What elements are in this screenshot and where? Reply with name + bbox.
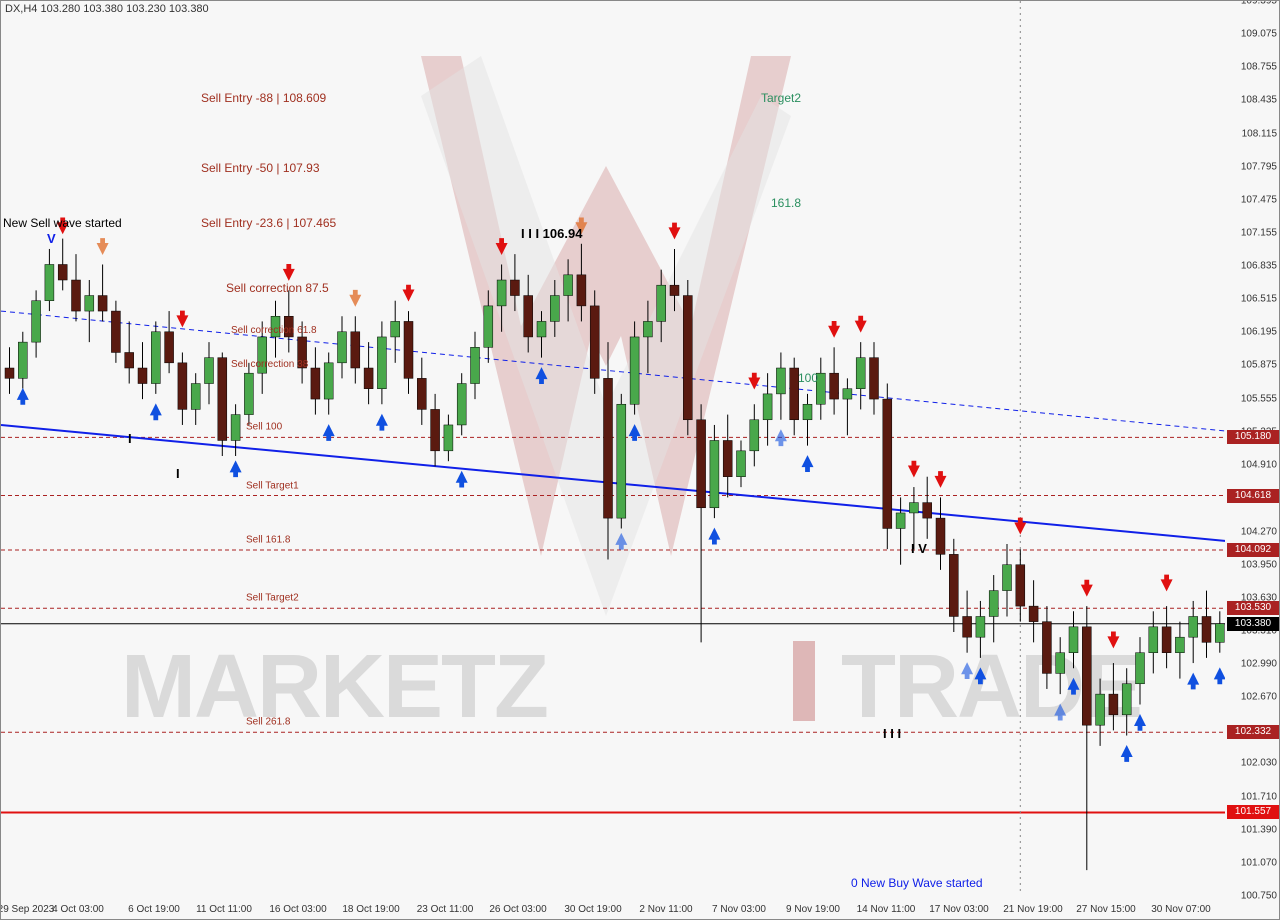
ytick: 101.710 [1241, 791, 1277, 802]
ytick: 101.390 [1241, 824, 1277, 835]
annotation-label: New Sell wave started [3, 216, 122, 230]
xtick: 27 Nov 15:00 [1076, 904, 1136, 915]
annotation-label: 100 [798, 371, 818, 385]
y-axis: 109.395 109.075 108.755 108.435 108.115 107.7… [1225, 1, 1279, 896]
ytick: 107.475 [1241, 194, 1277, 205]
price-box: 105.180 [1227, 430, 1279, 444]
xtick: 23 Oct 11:00 [417, 904, 474, 915]
ytick: 108.435 [1241, 95, 1277, 106]
xtick: 16 Oct 03:00 [269, 904, 326, 915]
price-box: 104.618 [1227, 489, 1279, 503]
ytick: 101.070 [1241, 857, 1277, 868]
annotation-label: V [47, 231, 56, 246]
ytick: 103.950 [1241, 559, 1277, 570]
chart-header: DX,H4 103.280 103.380 103.230 103.380 [5, 3, 209, 15]
price-box: 104.092 [1227, 543, 1279, 557]
level-label: Sell Target2 [246, 593, 299, 604]
ytick: 102.030 [1241, 758, 1277, 769]
xtick: 4 Oct 03:00 [52, 904, 104, 915]
price-box: 103.380 [1227, 617, 1279, 631]
annotation-label: Sell correction 61.8 [231, 325, 317, 336]
annotation-label: 161.8 [771, 196, 801, 210]
xtick: 17 Nov 03:00 [929, 904, 989, 915]
ytick: 109.395 [1241, 0, 1277, 7]
ytick: 106.835 [1241, 261, 1277, 272]
xtick: 26 Oct 03:00 [489, 904, 546, 915]
xtick: 18 Oct 19:00 [342, 904, 399, 915]
ytick: 102.990 [1241, 659, 1277, 670]
xtick: 14 Nov 11:00 [857, 904, 916, 915]
xtick: 6 Oct 19:00 [128, 904, 180, 915]
ytick: 105.875 [1241, 360, 1277, 371]
ytick: 107.155 [1241, 227, 1277, 238]
x-axis: 29 Sep 20234 Oct 03:00 6 Oct 19:00 11 Oct … [1, 895, 1226, 919]
annotation-label: I I I [883, 726, 901, 741]
annotation-label: Sell Entry -23.6 | 107.465 [201, 216, 336, 230]
ytick: 104.270 [1241, 526, 1277, 537]
annotation-label: I [176, 466, 180, 481]
plot-area[interactable]: MARKETZ TRADE DX,H4 103.280 103.380 103.… [1, 1, 1226, 896]
price-box: 102.332 [1227, 725, 1279, 739]
annotation-label: Sell correction 38 [231, 359, 308, 370]
ytick: 100.750 [1241, 891, 1277, 902]
ytick: 102.670 [1241, 692, 1277, 703]
level-label: Sell Target1 [246, 480, 299, 491]
annotation-label: I [128, 431, 132, 446]
ytick: 106.195 [1241, 327, 1277, 338]
xtick: 29 Sep 2023 [0, 904, 54, 915]
level-label: Sell 161.8 [246, 535, 290, 546]
xtick: 11 Oct 11:00 [196, 904, 252, 915]
annotation-label: Sell correction 87.5 [226, 281, 329, 295]
ytick: 106.515 [1241, 294, 1277, 305]
annotation-label: Sell Entry -50 | 107.93 [201, 161, 320, 175]
xtick: 9 Nov 19:00 [786, 904, 840, 915]
xtick: 7 Nov 03:00 [712, 904, 766, 915]
xtick: 2 Nov 11:00 [639, 904, 692, 915]
ytick: 107.795 [1241, 161, 1277, 172]
xtick: 30 Oct 19:00 [564, 904, 621, 915]
annotation-label: Target2 [761, 91, 801, 105]
arrows-layer [1, 1, 1226, 896]
xtick: 21 Nov 19:00 [1003, 904, 1063, 915]
ytick: 109.075 [1241, 29, 1277, 40]
annotation-label: Sell Entry -88 | 108.609 [201, 91, 326, 105]
ytick: 104.910 [1241, 460, 1277, 471]
chart-container: MARKETZ TRADE DX,H4 103.280 103.380 103.… [0, 0, 1280, 920]
ytick: 105.555 [1241, 393, 1277, 404]
level-label: Sell 100 [246, 422, 282, 433]
annotation-label: I V [911, 541, 927, 556]
annotation-label: 0 New Buy Wave started [851, 876, 983, 890]
price-box: 103.530 [1227, 601, 1279, 615]
price-box: 101.557 [1227, 805, 1279, 819]
level-label: Sell 261.8 [246, 717, 290, 728]
ytick: 108.755 [1241, 62, 1277, 73]
ytick: 108.115 [1242, 128, 1277, 139]
xtick: 30 Nov 07:00 [1151, 904, 1211, 915]
annotation-label: I I I 106.94 [521, 226, 582, 241]
